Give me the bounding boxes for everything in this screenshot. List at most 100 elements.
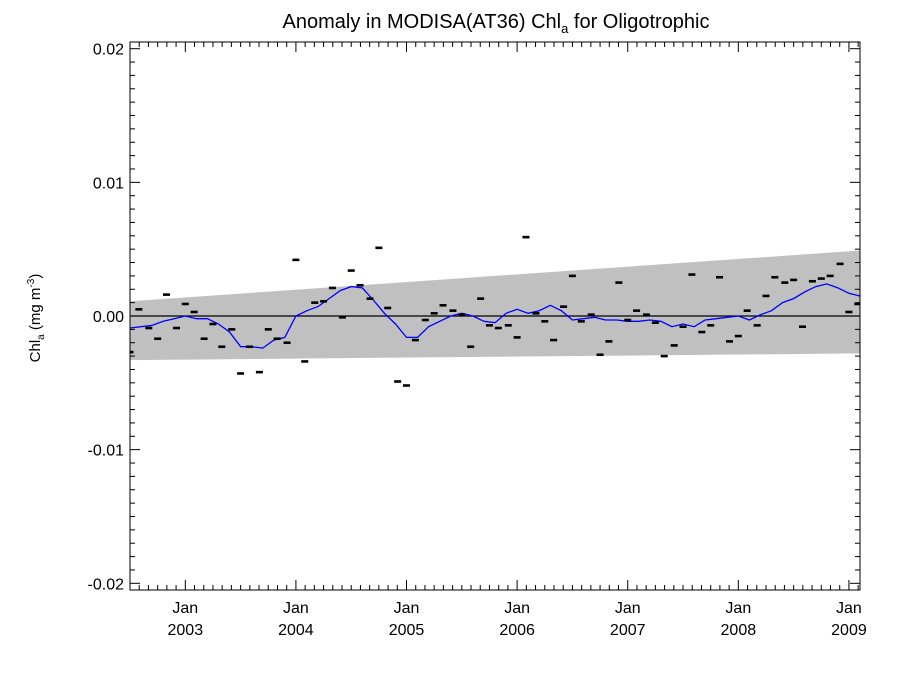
data-point	[781, 281, 789, 284]
data-point	[458, 313, 466, 316]
x-tick-label-year: 2003	[168, 622, 204, 639]
data-point	[411, 338, 419, 342]
data-point	[587, 313, 595, 316]
data-point	[190, 310, 198, 314]
data-point	[145, 326, 153, 330]
data-point	[532, 312, 540, 315]
data-point	[596, 353, 604, 357]
data-point	[449, 309, 457, 312]
data-point	[577, 320, 585, 323]
data-point	[172, 326, 180, 330]
data-point	[808, 279, 816, 283]
data-point	[237, 372, 245, 375]
x-tick-label-year: 2008	[721, 622, 757, 639]
data-point	[245, 345, 253, 349]
x-tick-label-month: Jan	[394, 600, 420, 617]
data-point	[513, 336, 521, 339]
y-axis-label-main: Chl	[27, 340, 44, 363]
y-axis-label-rest: (mg m	[27, 288, 44, 335]
data-point	[615, 281, 623, 284]
data-point	[384, 306, 392, 310]
axes: 0.02 0.01 0.00 -0.01 -0.02 Jan 2003 Jan 2004 Jan 2…	[88, 41, 867, 639]
chart-title-subscript: a	[561, 21, 569, 36]
data-point	[762, 294, 770, 298]
data-point	[403, 384, 411, 387]
data-point	[181, 302, 189, 306]
data-point	[328, 286, 336, 290]
data-point	[854, 302, 860, 306]
x-tick-label-month: Jan	[504, 600, 530, 617]
data-point	[292, 258, 300, 262]
data-point	[264, 328, 272, 331]
data-point	[255, 370, 263, 374]
data-point	[605, 340, 613, 343]
data-point	[439, 304, 447, 307]
data-point	[311, 301, 319, 304]
data-point	[394, 380, 402, 383]
x-tick-label-month: Jan	[172, 600, 198, 617]
data-point	[817, 277, 825, 280]
x-tick-label-month: Jan	[283, 600, 309, 617]
data-point	[320, 299, 328, 303]
data-point	[716, 275, 724, 279]
data-point	[771, 275, 779, 279]
data-point	[200, 337, 208, 341]
data-point	[660, 354, 668, 358]
x-tick-label-year: 2004	[278, 622, 314, 639]
data-point	[494, 326, 502, 330]
data-point	[798, 325, 806, 328]
data-point	[356, 283, 364, 287]
data-point	[541, 320, 549, 323]
data-point	[734, 334, 742, 338]
data-point	[550, 338, 558, 342]
data-point	[430, 312, 438, 315]
data-point	[651, 321, 659, 324]
data-point	[670, 344, 678, 347]
data-point	[568, 274, 576, 278]
data-point	[467, 345, 475, 349]
chart-title: Anomaly in MODISA(AT36) Chla for Oligotr…	[283, 11, 710, 36]
data-point	[477, 297, 485, 300]
plot-area	[130, 235, 860, 387]
y-tick-label: -0.02	[88, 576, 125, 593]
x-tick-label-year: 2006	[499, 622, 535, 639]
data-point	[218, 345, 226, 349]
data-point	[698, 330, 706, 334]
data-point	[743, 309, 751, 312]
data-point	[725, 340, 733, 343]
data-point	[273, 337, 281, 341]
plot-content	[130, 235, 860, 387]
data-point	[643, 313, 651, 316]
data-point	[826, 274, 834, 278]
data-point	[679, 325, 687, 328]
data-point	[209, 322, 217, 326]
data-point	[560, 305, 568, 308]
data-point	[130, 350, 134, 354]
data-point	[485, 324, 493, 327]
x-tick-label-month: Jan	[615, 600, 641, 617]
data-point	[301, 360, 309, 363]
x-tick-label-year: 2007	[610, 622, 646, 639]
y-axis-label: Chla (mg m-3)	[26, 274, 47, 363]
data-point	[753, 324, 761, 327]
chart-title-main: Anomaly in MODISA(AT36) Chl	[283, 11, 562, 33]
data-point	[633, 309, 641, 312]
y-tick-label: 0.00	[93, 309, 124, 326]
data-point	[836, 262, 844, 266]
data-point	[228, 328, 236, 331]
data-point	[688, 273, 696, 276]
y-tick-label: 0.01	[93, 175, 124, 192]
x-tick-label-year: 2009	[831, 622, 867, 639]
data-point	[283, 341, 291, 345]
data-point	[163, 293, 170, 296]
y-axis-label-close: )	[27, 274, 44, 279]
data-point	[338, 316, 346, 319]
data-point	[347, 269, 355, 272]
data-point	[154, 337, 162, 341]
x-tick-label-year: 2005	[389, 622, 425, 639]
data-point	[624, 318, 632, 322]
y-tick-label: -0.01	[88, 443, 125, 460]
data-point	[504, 324, 512, 327]
